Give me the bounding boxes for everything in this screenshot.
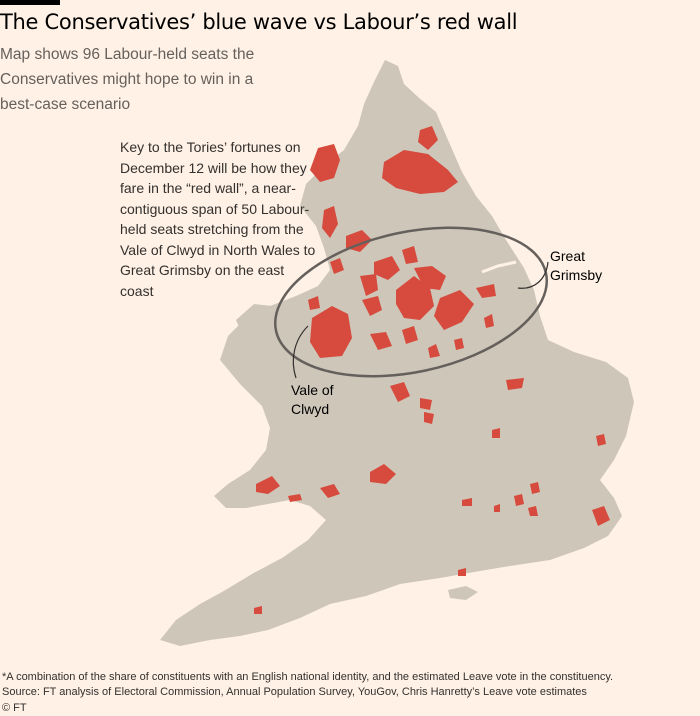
seat-region-slough — [494, 504, 500, 512]
seat-region-hull — [476, 284, 496, 298]
seat-region-west-cumbria — [310, 144, 340, 182]
ft-brand-bar — [0, 0, 60, 5]
isle-of-wight — [448, 586, 478, 600]
seat-region-ashfield — [428, 344, 440, 358]
seat-region-blackpool — [330, 258, 344, 274]
label-great-grimsby-line1: Great — [550, 248, 586, 264]
label-vale-of-clwyd-line2: Clwyd — [291, 401, 330, 417]
seat-region-tyneside — [418, 126, 438, 150]
red-wall-ellipse — [273, 226, 549, 378]
grimsby-leader-line — [517, 261, 549, 289]
seat-region-plymouth — [254, 606, 262, 614]
source-line: Source: FT analysis of Electoral Commiss… — [2, 686, 587, 698]
label-great-grimsby: Great Grimsby — [550, 247, 602, 285]
seat-region-ipswich — [596, 434, 606, 446]
seat-region-london-east — [530, 482, 540, 494]
seat-region-west-yorkshire — [374, 256, 400, 280]
seat-region-greater-manchester — [396, 276, 434, 320]
seat-region-bolton — [360, 274, 378, 296]
seat-region-london-west — [514, 494, 524, 506]
seat-region-coventry — [424, 412, 434, 424]
label-vale-of-clwyd: Vale of Clwyd — [291, 381, 334, 419]
label-great-grimsby-line2: Grimsby — [550, 267, 603, 283]
humber-estuary — [481, 260, 517, 274]
seat-region-southampton — [458, 568, 466, 576]
seat-region-bassetlaw — [484, 314, 494, 328]
footnote: *A combination of the share of constitue… — [2, 671, 614, 683]
seat-region-wigan — [362, 296, 382, 316]
seat-region-canterbury — [592, 506, 610, 526]
seat-region-walsall — [420, 398, 432, 410]
seat-region-thurrock — [528, 506, 538, 516]
seat-region-crewe — [370, 332, 392, 350]
copyright-credit: © FT — [2, 702, 27, 714]
seat-region-wirral — [308, 296, 320, 310]
seat-region-barrow — [322, 206, 338, 238]
label-vale-of-clwyd-line1: Vale of — [291, 382, 334, 398]
labour-seats — [254, 126, 610, 614]
seat-region-stoke — [402, 326, 418, 344]
seat-region-bridgend — [288, 494, 302, 502]
seat-region-durham — [382, 150, 458, 194]
seat-region-bedford — [492, 428, 500, 438]
vale-leader-line — [292, 325, 309, 379]
seat-region-doncaster — [434, 290, 474, 330]
seat-region-gower — [256, 476, 280, 494]
seat-region-west-midlands — [390, 382, 410, 402]
seat-region-stroud — [320, 484, 340, 498]
chart-title: The Conservatives’ blue wave vs Labour’s… — [0, 10, 518, 34]
seat-region-north-wales — [310, 306, 352, 358]
seat-region-nottingham — [454, 338, 464, 350]
seat-region-calder — [402, 246, 418, 264]
red-wall-annotation: Key to the Tories’ fortunes on December … — [120, 139, 316, 299]
seat-region-bristol — [370, 464, 396, 484]
anglesey — [236, 304, 274, 334]
chart-subtitle: Map shows 96 Labour-held seats the Conse… — [0, 46, 255, 113]
seat-region-reading — [462, 498, 472, 506]
seat-region-peterborough — [506, 378, 524, 390]
